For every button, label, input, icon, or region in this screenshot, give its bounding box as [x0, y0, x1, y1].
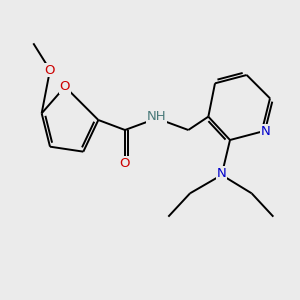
Text: N: N [217, 167, 226, 180]
Text: O: O [60, 80, 70, 93]
Text: NH: NH [147, 110, 167, 123]
Text: N: N [261, 125, 271, 138]
Text: O: O [120, 157, 130, 170]
Text: O: O [45, 64, 55, 76]
